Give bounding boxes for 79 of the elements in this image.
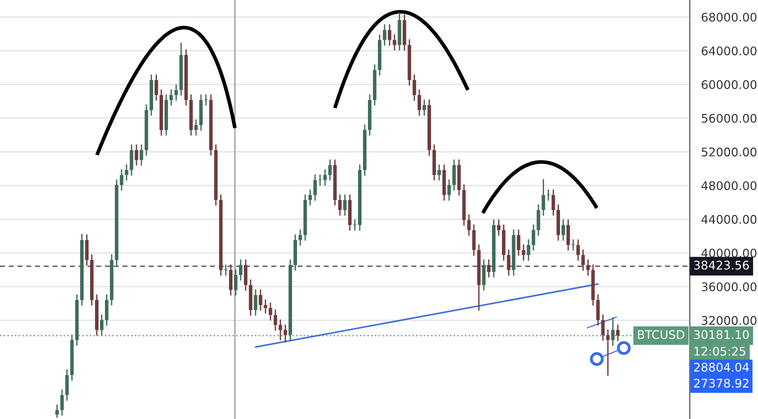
candlestick	[581, 249, 585, 271]
y-tick-label: 68000.00	[702, 12, 756, 22]
candlestick	[194, 119, 198, 136]
candlestick	[100, 314, 104, 336]
candlestick	[447, 179, 451, 201]
candlestick	[154, 74, 158, 101]
candlestick	[278, 319, 282, 340]
candlestick	[467, 214, 471, 236]
candlestick	[601, 314, 605, 341]
y-tick-label: 32000.00	[702, 316, 756, 325]
y-tick-label: 44000.00	[701, 214, 756, 224]
candlestick	[496, 219, 500, 236]
candlestick	[472, 224, 476, 256]
y-tick-label: 56000.00	[702, 114, 756, 123]
candlestick	[258, 289, 262, 311]
candlestick	[437, 164, 441, 181]
candlestick	[596, 294, 600, 326]
y-tick-label: 48000.00	[701, 181, 756, 190]
candlestick	[382, 24, 386, 46]
candlestick	[140, 144, 144, 166]
candlestick	[562, 219, 565, 241]
text: 12:05:25	[694, 346, 746, 356]
text: 27378.92	[694, 378, 748, 388]
candlestick	[254, 289, 258, 316]
candlestick	[546, 189, 550, 201]
candlestick	[482, 259, 486, 291]
candlestick	[284, 324, 288, 343]
candlestick	[124, 164, 128, 181]
candlestick	[418, 89, 422, 116]
candlestick	[542, 178, 546, 216]
candlestick	[104, 294, 108, 326]
candlestick	[169, 89, 173, 106]
ref-line-label: 38423.56	[694, 260, 749, 270]
candlestick	[552, 189, 556, 216]
candlestick	[134, 144, 138, 166]
y-tick-label: 36000.00	[702, 282, 756, 292]
candlestick	[234, 269, 238, 296]
candlestick	[532, 224, 536, 251]
y-tick-label: 60000.00	[702, 80, 756, 90]
candlestick	[516, 229, 520, 256]
candlestick	[606, 329, 610, 376]
y-tick-label: 40000.00	[701, 248, 756, 258]
candlestick	[388, 24, 392, 46]
candlestick	[338, 194, 342, 216]
candlestick	[298, 229, 302, 246]
annotation: BTCUSD	[638, 330, 684, 340]
candlestick	[308, 189, 312, 206]
candlestick	[268, 302, 272, 321]
y-tick-label: 52000.00	[702, 148, 756, 156]
candlestick	[487, 259, 491, 278]
candlestick	[85, 234, 89, 266]
candlestick	[566, 219, 570, 251]
candlestick	[238, 259, 242, 281]
candlestick	[120, 169, 124, 191]
candlestick	[204, 94, 208, 106]
y-tick-label: 64000.00	[702, 46, 756, 56]
candlestick	[571, 239, 575, 251]
candlestick	[576, 239, 580, 261]
text: 28804.04	[694, 362, 749, 372]
candlestick	[611, 317, 615, 346]
candlestick	[60, 389, 64, 416]
candlestick	[229, 264, 232, 296]
ref-line-label: 30181.10	[694, 330, 749, 340]
candlestick	[343, 194, 347, 216]
candlestick	[586, 259, 590, 276]
candlestick	[506, 249, 510, 276]
candlestick	[244, 259, 248, 291]
candlestick	[536, 204, 540, 236]
candlestick	[224, 264, 228, 276]
candlestick	[174, 84, 178, 101]
candlestick	[274, 309, 278, 331]
candlestick	[412, 74, 416, 101]
candlestick	[392, 34, 396, 51]
candlestick	[55, 404, 59, 418]
candlestick	[313, 174, 317, 201]
candlestick	[522, 244, 526, 261]
candlestick	[422, 99, 426, 116]
candlestick	[452, 159, 456, 191]
candlestick	[616, 324, 620, 342]
